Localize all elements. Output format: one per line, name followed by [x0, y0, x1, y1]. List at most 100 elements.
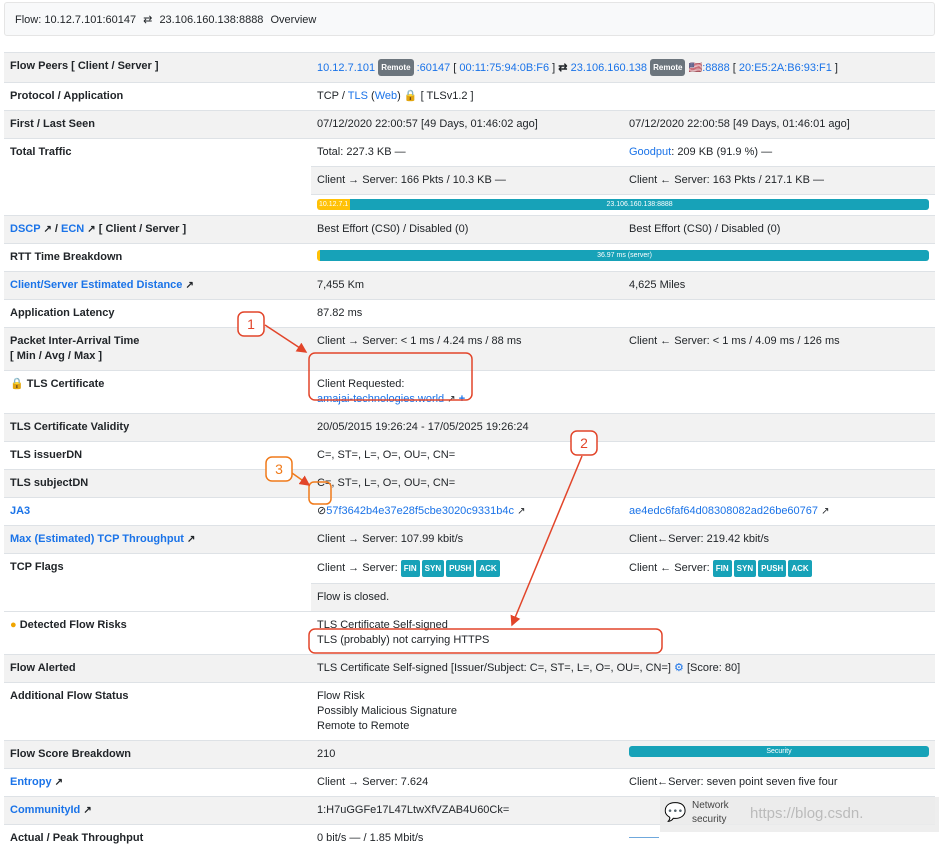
throughput-s2c: Client←Server: 219.42 kbit/s: [623, 526, 935, 554]
risk-item: TLS Certificate Self-signed: [317, 619, 448, 631]
external-link-icon[interactable]: ↗: [87, 224, 95, 235]
watermark-line-1: Network: [692, 800, 729, 812]
external-link-icon[interactable]: ↗: [83, 805, 91, 816]
web-link[interactable]: Web: [375, 90, 397, 102]
latency-value: 87.82 ms: [311, 300, 935, 328]
dscp-link[interactable]: DSCP: [10, 223, 40, 235]
external-link-icon[interactable]: ↗: [55, 777, 63, 788]
entropy-label: Entropy ↗: [4, 769, 311, 797]
external-link-icon[interactable]: ↗: [517, 506, 525, 517]
flow-label: Flow: 10.12.7.101:60147: [15, 14, 136, 26]
ja3-label: JA3: [4, 498, 311, 526]
flow-peers-value: 10.12.7.101 Remote :60147 [ 00:11:75:94:…: [311, 53, 935, 83]
total-traffic: Total: 227.3 KB —: [311, 139, 623, 167]
tls-link[interactable]: TLS: [348, 90, 368, 102]
throughput-link[interactable]: Max (Estimated) TCP Throughput: [10, 533, 184, 545]
server-dscp: Best Effort (CS0) / Disabled (0): [623, 216, 935, 244]
ja3-client: ⊘57f3642b4e37e28f5cbe3020c9331b4c ↗: [311, 498, 623, 526]
ecn-link[interactable]: ECN: [61, 223, 84, 235]
iat-c2s: Client → Server: < 1 ms / 4.24 ms / 88 m…: [311, 328, 623, 371]
server-mac-link[interactable]: 20:E5:2A:B6:93:F1: [739, 62, 832, 74]
tab-overview[interactable]: Overview: [271, 14, 317, 26]
ja3-link[interactable]: JA3: [10, 505, 30, 517]
goodput-value: : 209 KB (91.9 %) —: [671, 146, 772, 158]
iat-label-2: [ Min / Avg / Max ]: [10, 350, 102, 362]
client-ip-link[interactable]: 10.12.7.101: [317, 62, 375, 74]
label: Flow Peers [ Client / Server ]: [4, 53, 311, 83]
label: TCP Flags: [4, 554, 311, 612]
external-link-icon[interactable]: ↗: [43, 224, 51, 235]
ja3-client-link[interactable]: 57f3642b4e37e28f5cbe3020c9331b4c: [326, 505, 514, 517]
client-port-link[interactable]: :60147: [417, 62, 451, 74]
security-bar: Security: [629, 746, 929, 757]
cert-label-text: TLS Certificate: [27, 378, 105, 390]
gear-icon[interactable]: ⚙: [674, 662, 684, 674]
server-port-link[interactable]: :8888: [702, 62, 730, 74]
label: First / Last Seen: [4, 111, 311, 139]
flags-s2c-label: Client ← Server:: [629, 562, 710, 574]
cert-label: 🔒 TLS Certificate: [4, 371, 311, 414]
client-to-server-traffic: Client → Server: 166 Pkts / 10.3 KB —: [311, 167, 623, 195]
distance-km: 7,455 Km: [311, 272, 623, 300]
distance-miles: 4,625 Miles: [623, 272, 935, 300]
external-link-icon[interactable]: ↗: [447, 394, 455, 405]
risks-label: ● Detected Flow Risks: [4, 612, 311, 655]
iat-s2c: Client ← Server: < 1 ms / 4.09 ms / 126 …: [623, 328, 935, 371]
first-seen: 07/12/2020 22:00:57 [49 Days, 01:46:02 a…: [311, 111, 623, 139]
external-link-icon[interactable]: ↗: [185, 280, 193, 291]
blocked-icon: ⊘: [317, 505, 326, 517]
protocol-value: TCP / TLS (Web) 🔒 [ TLSv1.2 ]: [311, 83, 935, 111]
ja3-server: ae4edc6faf64d08308082ad26be60767 ↗: [623, 498, 935, 526]
server-to-client-traffic: Client ← Server: 163 Pkts / 217.1 KB —: [623, 167, 935, 195]
external-link-icon[interactable]: ↗: [187, 534, 195, 545]
flag-badge: PUSH: [758, 560, 786, 577]
label: Additional Flow Status: [4, 683, 311, 741]
flag-badge: SYN: [422, 560, 444, 577]
distance-label: Client/Server Estimated Distance ↗: [4, 272, 311, 300]
risk-item: TLS (probably) not carrying HTTPS: [317, 634, 489, 646]
cert-host-link[interactable]: amajai-technologies.world: [317, 393, 444, 405]
security-bar-label: Security: [629, 746, 929, 757]
distance-link[interactable]: Client/Server Estimated Distance: [10, 279, 182, 291]
goodput: Goodput: 209 KB (91.9 %) —: [623, 139, 935, 167]
entropy-link[interactable]: Entropy: [10, 776, 52, 788]
throughput-sparkline: [629, 837, 659, 838]
alert-text: TLS Certificate Self-signed [Issuer/Subj…: [317, 662, 671, 674]
ja3-server-link[interactable]: ae4edc6faf64d08308082ad26be60767: [629, 505, 818, 517]
label: TLS issuerDN: [4, 442, 311, 470]
label: Flow Score Breakdown: [4, 741, 311, 769]
issuer-value: C=, ST=, L=, O=, OU=, CN=: [311, 442, 935, 470]
flag-badge: FIN: [713, 560, 732, 577]
throughput-label: Max (Estimated) TCP Throughput ↗: [4, 526, 311, 554]
cert-value: Client Requested:amajai-technologies.wor…: [311, 371, 623, 414]
wechat-icon: 💬: [664, 801, 686, 823]
community-label: CommunityId ↗: [4, 797, 311, 825]
client-mac-link[interactable]: 00:11:75:94:0B:F6: [459, 62, 549, 74]
dscp-label: DSCP ↗ / ECN ↗ [ Client / Server ]: [4, 216, 311, 244]
server-bar-segment: 23.106.160.138:8888: [350, 199, 929, 210]
entropy-c2s: Client → Server: 7.624: [311, 769, 623, 797]
flag-badge: ACK: [476, 560, 499, 577]
validity-value: 20/05/2015 19:26:24 - 17/05/2025 19:26:2…: [311, 414, 935, 442]
alerted-value: TLS Certificate Self-signed [Issuer/Subj…: [311, 655, 935, 683]
server-ip-link[interactable]: 23.106.160.138: [571, 62, 647, 74]
label: TLS Certificate Validity: [4, 414, 311, 442]
flow-server: 23.106.160.138:8888: [159, 14, 263, 26]
community-link[interactable]: CommunityId: [10, 804, 80, 816]
community-value: 1:H7uGGFe17L47LtwXfVZAB4U60Ck=: [317, 804, 509, 816]
peak-value: 0 bit/s — / 1.85 Mbit/s: [311, 825, 623, 852]
client-dscp: Best Effort (CS0) / Disabled (0): [311, 216, 623, 244]
subject-value: C=, ST=, L=, O=, OU=, CN=: [311, 470, 935, 498]
score-value: 210: [311, 741, 623, 769]
status-item: Remote to Remote: [317, 720, 409, 732]
remote-badge: Remote: [650, 59, 685, 76]
goodput-link[interactable]: Goodput: [629, 146, 671, 158]
iat-label-1: Packet Inter-Arrival Time: [10, 335, 139, 347]
last-seen: 07/12/2020 22:00:58 [49 Days, 01:46:01 a…: [623, 111, 935, 139]
external-link-icon[interactable]: ↗: [821, 506, 829, 517]
status-item: Flow Risk: [317, 690, 365, 702]
label: Protocol / Application: [4, 83, 311, 111]
plus-icon[interactable]: +: [459, 393, 465, 405]
